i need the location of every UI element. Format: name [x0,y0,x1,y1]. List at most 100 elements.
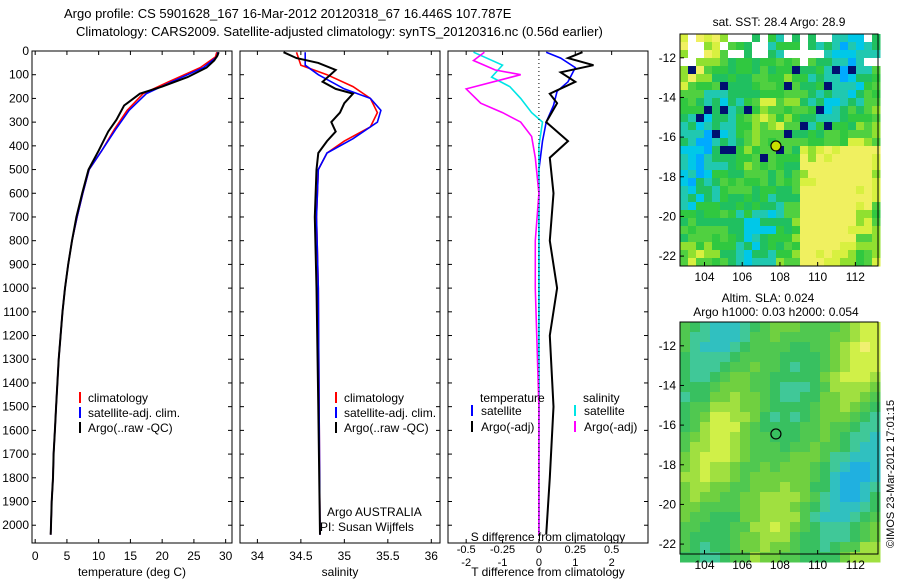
depth-tick-label: 800 [9,234,29,248]
series-line-argo-raw-qc- [283,51,355,535]
salinity-profile-xtick-label: 34.5 [289,549,313,563]
series-line-climatology [49,51,218,535]
sst-map-ytick-label: -22 [659,249,677,263]
depth-tick-label: 900 [9,257,29,271]
salinity-diff-tick-label: 0.5 [604,544,619,556]
figure-title-line2: Climatology: CARS2009. Satellite-adjuste… [76,24,603,39]
depth-tick-label: 300 [9,115,29,129]
legend-label: climatology [344,391,404,405]
series-line-argo-adj- [544,51,594,535]
series-line-salinity-argo-adj- [464,51,540,535]
sst-map-field [680,34,881,267]
sla-map-xtick-label: 106 [732,558,752,572]
series-line-satellite-adj-clim- [304,52,382,535]
argo-float-marker [770,428,782,440]
figure-title-line1: Argo profile: CS 5901628_167 16-Mar-2012… [64,6,512,21]
legend-salinity-header: salinity [583,391,620,405]
sla-map-ytick-label: -18 [659,458,677,472]
argo-float-marker [770,140,782,152]
legend-label: Argo(-adj) [481,420,534,434]
salinity-diff-tick-label: -0.5 [457,544,476,556]
legend-temperature-header: temperature [480,391,545,405]
series-line-satellite-adj-clim- [49,52,219,535]
legend-label: Argo(..raw -QC) [88,421,173,435]
salinity-diff-xlabel: S difference from climatology [471,530,626,544]
temperature-profile-xtick-label: 20 [155,549,169,563]
depth-tick-label: 400 [9,139,29,153]
depth-tick-label: 700 [9,210,29,224]
depth-tick-label: 1000 [2,281,29,295]
temperature-diff-tick-label: 1 [572,557,578,569]
legend-label: satellite-adj. clim. [88,406,180,420]
salinity-profile-frame [239,50,441,544]
sla-map-ytick-label: -22 [659,537,677,551]
depth-tick-label: 1700 [2,447,29,461]
sla-map-ytick-label: -12 [659,339,677,353]
temperature-profile-xtick-label: 30 [219,549,233,563]
sst-map-xtick-label: 108 [770,270,790,284]
depth-tick-label: 600 [9,186,29,200]
temperature-profile-frame [31,50,233,544]
temperature-profile-xtick-label: 5 [64,549,71,563]
sla-map-frame [679,321,879,555]
sst-map-ytick-label: -16 [659,130,677,144]
sst-map-xtick-label: 104 [694,270,714,284]
depth-tick-label: 100 [9,68,29,82]
sla-map-xtick-label: 104 [694,558,714,572]
depth-tick-label: 1400 [2,376,29,390]
sla-map-xtick-label: 112 [846,558,865,572]
legend-label: Argo(-adj) [584,420,637,434]
temperature-diff-tick-label: 0 [536,557,542,569]
sst-map-xtick-label: 106 [732,270,752,284]
temperature-profile-xtick-label: 10 [92,549,106,563]
legend-label: satellite [481,404,522,418]
sla-map-subtitle: Argo h1000: 0.03 h2000: 0.054 [693,305,859,319]
sla-map-ytick-label: -20 [659,497,677,511]
depth-tick-label: 1100 [3,305,29,319]
depth-tick-label: 1600 [2,423,29,437]
sst-map-ytick-label: -14 [659,90,677,104]
temperature-profile-xlabel: temperature (deg C) [78,565,186,579]
sla-map-ytick-label: -14 [659,378,677,392]
depth-tick-label: 1200 [2,329,29,343]
series-line-salinity-satellite [473,51,544,535]
salinity-diff-tick-label: -0.25 [490,544,515,556]
series-line-climatology [295,51,379,535]
depth-tick-label: 500 [9,163,29,177]
temperature-diff-tick-label: -2 [461,557,471,569]
salinity-profile-xtick-label: 34 [251,549,265,563]
sla-map-ytick-label: -16 [659,418,677,432]
imos-timestamp: ©IMOS 23-Mar-2012 17:01:15 [885,400,897,548]
legend-label: satellite-adj. clim. [344,406,436,420]
sst-map-ytick-label: -20 [659,209,677,223]
sla-map-xtick-label: 108 [770,558,790,572]
salinity-diff-tick-label: 0 [536,544,542,556]
depth-tick-label: 1900 [2,495,29,509]
depth-tick-label: 1300 [2,352,29,366]
argo-program-label: Argo AUSTRALIA [327,505,422,519]
temperature-profile-xtick-label: 0 [32,549,39,563]
temperature-profile-xtick-label: 15 [124,549,138,563]
legend-label: satellite [584,404,625,418]
depth-tick-label: 1800 [2,471,29,485]
series-line-argo-raw-qc- [49,51,220,535]
salinity-profile-xtick-label: 36 [425,549,439,563]
temperature-diff-tick-label: -1 [498,557,508,569]
temperature-profile-xtick-label: 25 [187,549,201,563]
depth-tick-label: 200 [9,91,29,105]
salinity-profile-xtick-label: 35.5 [376,549,400,563]
legend-label: Argo(..raw -QC) [344,421,429,435]
sst-map-frame [679,33,879,267]
sst-map-xtick-label: 110 [808,270,827,284]
difference-profile-xlabel: T difference from climatology [471,565,625,579]
sla-map-title: Altim. SLA: 0.024 [722,291,815,305]
sst-map-ytick-label: -12 [659,51,677,65]
salinity-profile-xlabel: salinity [322,565,359,579]
principal-investigator-label: PI: Susan Wijffels [320,520,414,534]
depth-tick-label: 2000 [2,518,29,532]
sla-map-field [680,322,881,563]
salinity-diff-tick-label: 0.25 [565,544,586,556]
sst-map-ytick-label: -18 [659,170,677,184]
difference-profile-frame [447,50,649,544]
depth-tick-label: 1500 [2,400,29,414]
